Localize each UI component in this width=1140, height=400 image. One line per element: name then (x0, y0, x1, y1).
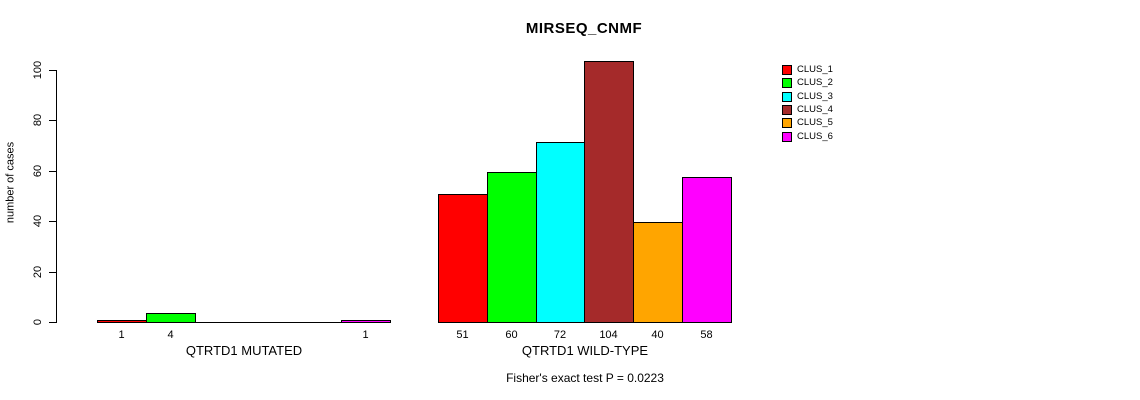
y-tick-mark (49, 70, 56, 71)
legend-label: CLUS_4 (797, 104, 833, 115)
bar-value-label: 4 (167, 329, 174, 341)
legend-label: CLUS_1 (797, 64, 833, 75)
bar-clus_2 (487, 172, 537, 323)
y-tick-mark (49, 120, 56, 121)
bar-clus_1 (97, 320, 147, 323)
y-axis-title: number of cases (4, 141, 17, 224)
y-tick-label: 80 (32, 113, 44, 127)
legend-row-clus_3: CLUS_3 (782, 91, 833, 103)
legend-label: CLUS_6 (797, 131, 833, 142)
y-tick-label: 40 (32, 214, 44, 228)
legend-swatch-icon (782, 132, 792, 142)
bar-clus_5 (633, 222, 683, 323)
group-label-mutated: QTRTD1 MUTATED (185, 343, 303, 358)
legend-label: CLUS_3 (797, 91, 833, 102)
y-tick-label: 0 (32, 318, 44, 326)
bar-clus_4 (584, 61, 634, 323)
legend-row-clus_1: CLUS_1 (782, 64, 833, 76)
bar-clus_1 (438, 194, 488, 323)
legend-swatch-icon (782, 78, 792, 88)
y-tick-label: 20 (32, 265, 44, 279)
y-tick-mark (49, 221, 56, 222)
bar-value-label: 58 (700, 329, 713, 341)
y-tick-mark (49, 322, 56, 323)
y-tick-mark (49, 272, 56, 273)
y-axis-line (56, 70, 57, 323)
fisher-test-annotation: Fisher's exact test P = 0.0223 (506, 371, 664, 385)
bar-clus_6 (682, 177, 732, 323)
bar-value-label: 72 (553, 329, 567, 341)
legend-row-clus_4: CLUS_4 (782, 104, 833, 116)
legend-label: CLUS_2 (797, 77, 833, 88)
legend-row-clus_2: CLUS_2 (782, 77, 833, 89)
legend-swatch-icon (782, 92, 792, 102)
group-label-wild-type: QTRTD1 WILD-TYPE (521, 343, 649, 358)
bar-clus_4 (243, 322, 293, 323)
bar-clus_2 (146, 313, 196, 323)
chart-title: MIRSEQ_CNMF (525, 20, 643, 37)
bar-clus_5 (292, 322, 342, 323)
bar-clus_3 (195, 322, 244, 323)
legend-swatch-icon (782, 118, 792, 128)
bar-value-label: 60 (505, 329, 518, 341)
bar-value-label: 104 (599, 329, 618, 341)
legend-swatch-icon (782, 105, 792, 115)
y-tick-label: 100 (32, 60, 44, 80)
bar-clus_3 (536, 142, 585, 323)
bar-value-label: 1 (118, 329, 125, 341)
legend-row-clus_5: CLUS_5 (782, 117, 833, 129)
bar-value-label: 1 (362, 329, 369, 341)
legend-row-clus_6: CLUS_6 (782, 131, 833, 143)
legend-label: CLUS_5 (797, 117, 833, 128)
y-tick-mark (49, 171, 56, 172)
legend-swatch-icon (782, 65, 792, 75)
bar-clus_6 (341, 320, 391, 323)
y-tick-label: 60 (32, 164, 44, 178)
bar-value-label: 51 (456, 329, 469, 341)
bar-value-label: 40 (651, 329, 664, 341)
